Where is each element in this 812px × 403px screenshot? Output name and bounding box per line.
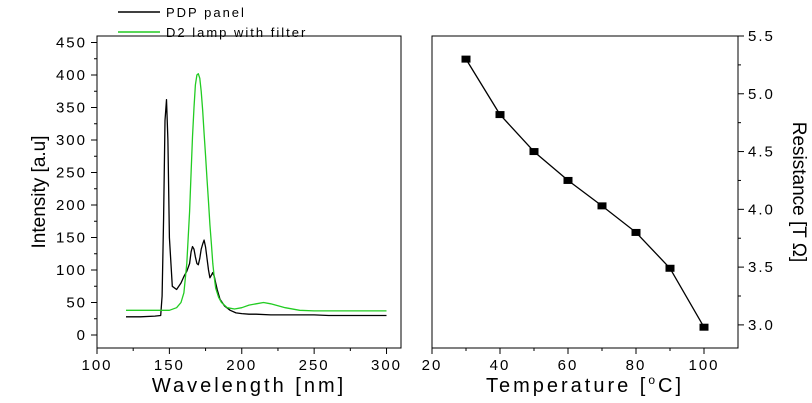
spectrum-x-tick-label: 250 bbox=[299, 357, 330, 374]
spectrum-y-tick-label: 450 bbox=[56, 35, 87, 52]
resistance-data-point bbox=[597, 202, 607, 210]
resistance-data-point bbox=[563, 176, 573, 184]
resistance-y-axis-label: Resistance [T Ω] bbox=[788, 122, 809, 263]
legend-label-pdp-panel: PDP panel bbox=[166, 5, 246, 20]
spectrum-x-axis-label: Wavelength [nm] bbox=[152, 375, 346, 397]
resistance-x-tick-label: 60 bbox=[558, 357, 579, 374]
resistance-y-tick-label: 3.5 bbox=[748, 259, 775, 276]
spectrum-y-tick-label: 350 bbox=[56, 100, 87, 117]
resistance-series-line-0 bbox=[465, 58, 705, 328]
resistance-data-point bbox=[631, 228, 641, 236]
spectrum-plot-frame bbox=[96, 35, 402, 349]
legend-label-d2-lamp: D2 lamp with filter bbox=[166, 25, 307, 40]
resistance-x-axis-label: Temperature [oC] bbox=[486, 373, 684, 397]
spectrum-legend: PDP panel D2 lamp with filter bbox=[118, 5, 307, 40]
temperature-label-pre: Temperature [ bbox=[486, 375, 648, 397]
resistance-data-point bbox=[699, 323, 709, 331]
spectrum-series bbox=[126, 73, 387, 318]
spectrum-y-tick-label: 150 bbox=[56, 230, 87, 247]
resistance-series bbox=[461, 55, 709, 331]
resistance-chart: 20 40 60 80 100 3.0 3.5 4.0 4.5 5.0 5.5 Temperatur… bbox=[422, 28, 809, 397]
resistance-data-point bbox=[529, 148, 539, 156]
spectrum-y-tick-label: 100 bbox=[56, 262, 87, 279]
spectrum-y-tick-label: 400 bbox=[56, 67, 87, 84]
resistance-axis-ticks: 20 40 60 80 100 3.0 3.5 4.0 4.5 5.0 5.5 bbox=[422, 28, 775, 374]
resistance-x-tick-label: 20 bbox=[422, 357, 443, 374]
resistance-data-point bbox=[461, 55, 471, 63]
spectrum-y-tick-label: 300 bbox=[56, 132, 87, 149]
resistance-y-tick-label: 4.0 bbox=[748, 201, 775, 218]
resistance-plot-frame bbox=[431, 35, 739, 349]
spectrum-x-tick-label: 100 bbox=[81, 357, 112, 374]
spectrum-chart: 100 150 200 250 300 0 50 100 150 200 250 300 350 400 4… bbox=[29, 5, 402, 397]
temperature-label-degree: o bbox=[648, 373, 658, 387]
spectrum-x-tick-label: 200 bbox=[226, 357, 257, 374]
spectrum-y-tick-label: 0 bbox=[77, 327, 87, 344]
spectrum-x-tick-label: 150 bbox=[154, 357, 185, 374]
resistance-x-tick-label: 40 bbox=[490, 357, 511, 374]
resistance-y-tick-label: 4.5 bbox=[748, 144, 775, 161]
spectrum-x-tick-label: 300 bbox=[371, 357, 402, 374]
spectrum-axis-ticks: 100 150 200 250 300 0 50 100 150 200 250 300 350 400 4… bbox=[56, 35, 402, 375]
resistance-y-tick-label: 3.0 bbox=[748, 317, 775, 334]
spectrum-y-tick-label: 250 bbox=[56, 165, 87, 182]
resistance-y-tick-label: 5.5 bbox=[748, 28, 775, 45]
spectrum-series-line-0 bbox=[126, 99, 387, 318]
resistance-y-tick-label: 5.0 bbox=[748, 86, 775, 103]
temperature-label-post: C] bbox=[658, 375, 684, 397]
resistance-data-point bbox=[495, 111, 505, 119]
resistance-data-point bbox=[665, 264, 675, 272]
resistance-x-tick-label: 100 bbox=[688, 357, 719, 374]
resistance-x-tick-label: 80 bbox=[626, 357, 647, 374]
spectrum-y-axis-label: Intensity [a.u] bbox=[29, 135, 50, 248]
spectrum-series-line-1 bbox=[126, 73, 387, 312]
spectrum-y-tick-label: 50 bbox=[66, 295, 87, 312]
spectrum-y-tick-label: 200 bbox=[56, 197, 87, 214]
